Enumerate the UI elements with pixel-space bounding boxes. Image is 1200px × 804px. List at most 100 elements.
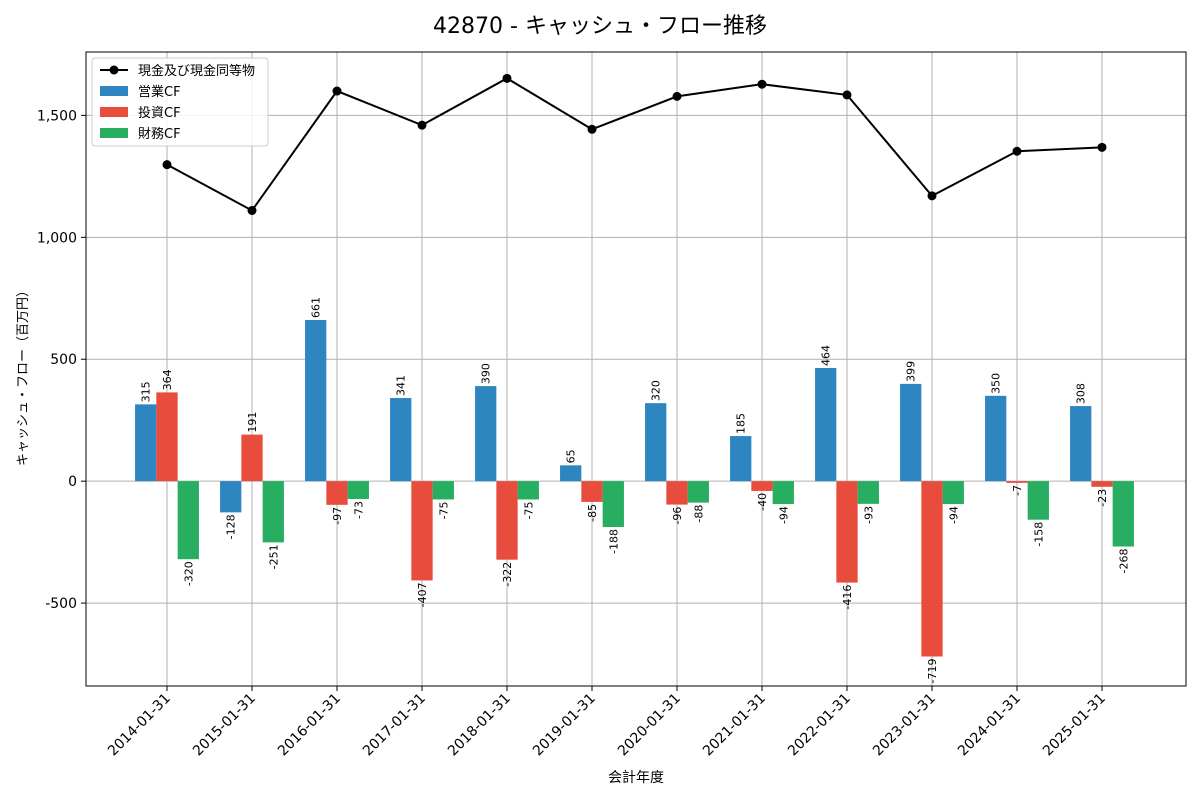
plot-frame (85, 51, 1187, 687)
bar (836, 481, 858, 583)
x-tick-label: 2025-01-31 (1040, 691, 1109, 760)
bar (900, 383, 922, 482)
bar-value-label: -75 (522, 501, 535, 519)
x-tick-label: 2017-01-31 (360, 691, 429, 760)
cash-point (927, 191, 937, 201)
bar-value-label: 364 (161, 369, 174, 390)
bar-value-label: -94 (777, 506, 790, 524)
legend-swatch-marker (109, 65, 119, 75)
legend-label: 現金及び現金同等物 (138, 63, 255, 79)
bar (305, 319, 327, 482)
legend-label: 財務CF (138, 127, 181, 142)
bar-value-label: -251 (267, 544, 280, 569)
bar (1070, 406, 1092, 482)
bar-value-label: -128 (225, 514, 238, 539)
bar-layer: 315 -128 661 341 390 65 320 185 464 399 350 308 364 1… (135, 297, 1134, 683)
bar-value-label: 315 (140, 381, 153, 402)
bar-value-label: -23 (1096, 489, 1109, 507)
bar (326, 481, 348, 505)
x-tick-label: 2014-01-31 (105, 691, 174, 760)
bar-value-label: -407 (416, 582, 429, 607)
bar-value-label: 350 (990, 373, 1003, 394)
bar-value-label: -188 (607, 529, 620, 554)
bar (985, 395, 1007, 482)
legend-swatch (100, 128, 128, 138)
cash-point (162, 160, 172, 170)
cash-point (672, 91, 682, 101)
cash-point (757, 79, 767, 89)
bar-value-label: -719 (926, 658, 939, 683)
cash-line (166, 77, 1103, 212)
bar-value-label: 661 (310, 297, 323, 318)
bar (560, 465, 582, 482)
y-tick-label: 0 (68, 474, 77, 490)
bar (751, 481, 773, 491)
grid-layer (86, 52, 1186, 686)
chart-title: 42870 - キャッシュ・フロー推移 (433, 14, 767, 39)
bar-value-label: 390 (480, 363, 493, 384)
legend-swatch (100, 86, 128, 96)
cash-point (417, 120, 427, 130)
bar-value-label: -94 (947, 506, 960, 524)
bar (390, 398, 412, 482)
bar-value-label: -320 (182, 561, 195, 586)
bar (135, 404, 157, 482)
bar (730, 436, 752, 482)
bar (156, 392, 178, 482)
bar-value-label: -73 (352, 501, 365, 519)
bar (942, 481, 964, 505)
bar-value-label: -85 (586, 504, 599, 522)
line-layer (162, 73, 1107, 215)
y-tick-label: 1,000 (37, 230, 77, 246)
legend-box (91, 57, 269, 147)
bar-value-label: 320 (650, 380, 663, 401)
bar-value-label: 341 (395, 375, 408, 396)
bar (1112, 481, 1134, 547)
bar-value-label: 65 (565, 449, 578, 463)
bar (496, 481, 518, 560)
y-tick-label: 500 (50, 352, 77, 368)
legend-label: 営業CF (138, 84, 181, 100)
bar (921, 481, 943, 657)
bar (1006, 481, 1028, 483)
bar-value-label: 185 (735, 413, 748, 434)
bar-value-label: 399 (905, 361, 918, 382)
cash-point (247, 206, 257, 215)
bar-value-label: 464 (820, 345, 833, 366)
bar-value-label: 191 (246, 412, 259, 433)
bar-value-label: -158 (1032, 522, 1045, 547)
bar (857, 481, 879, 504)
y-tick-label: 1,500 (37, 108, 77, 124)
bar (347, 481, 369, 499)
cash-point (332, 86, 342, 96)
bar (220, 481, 242, 513)
bar-value-label: -322 (501, 562, 514, 587)
bar-value-label: -75 (437, 501, 450, 519)
bar (177, 481, 199, 560)
cash-point (1097, 142, 1107, 152)
x-tick-label: 2021-01-31 (700, 691, 769, 760)
bar (475, 386, 497, 482)
bar (1027, 481, 1049, 520)
x-tick-label: 2018-01-31 (445, 691, 514, 760)
x-tick-label: 2024-01-31 (955, 691, 1024, 760)
y-tick-label: -500 (45, 596, 77, 612)
bar-value-label: -97 (331, 507, 344, 525)
bar-value-label: -96 (671, 507, 684, 525)
bar (262, 481, 284, 543)
legend-label: 投資CF (138, 105, 181, 121)
bar (241, 434, 263, 482)
bar (666, 481, 688, 505)
x-tick-label: 2023-01-31 (870, 691, 939, 760)
bar-value-label: 308 (1075, 383, 1088, 404)
bar (772, 481, 794, 505)
bar (517, 481, 539, 500)
x-tick-label: 2016-01-31 (275, 691, 344, 760)
bar (1091, 481, 1113, 487)
bar (432, 481, 454, 500)
legend-swatch (100, 107, 128, 117)
x-tick-label: 2019-01-31 (530, 691, 599, 760)
